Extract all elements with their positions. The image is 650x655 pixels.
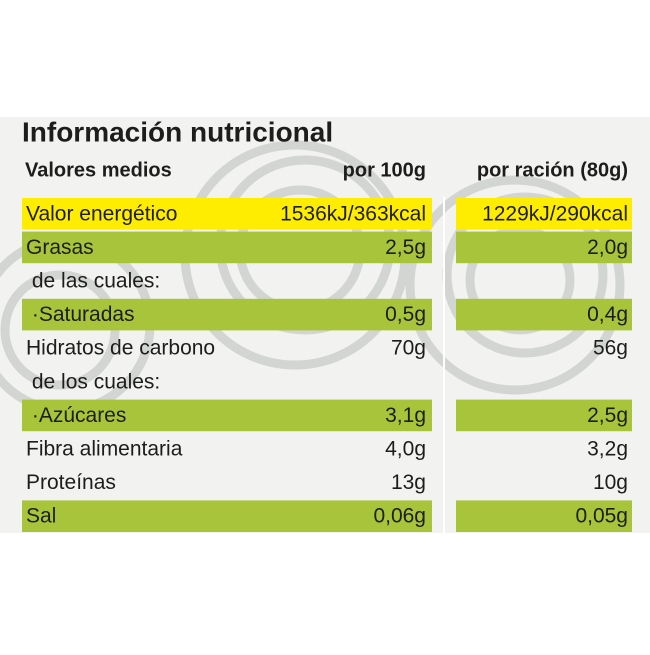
value-per-100g: 4,0g — [385, 438, 426, 461]
value-per-100g: 1536kJ/363kcal — [280, 202, 426, 225]
nutrient-label: de los cuales: — [26, 370, 160, 393]
value-per-serving: 10g — [593, 471, 628, 494]
table-row: Proteínas 13g 10g — [26, 471, 628, 494]
table-row: Sal 0,06g 0,05g — [22, 500, 632, 532]
row-highlight — [22, 399, 432, 432]
value-per-serving: 56g — [593, 337, 628, 360]
value-per-100g: 3,1g — [385, 404, 426, 427]
value-per-100g: 2,5g — [385, 236, 426, 259]
row-highlight — [456, 198, 632, 230]
value-per-serving: 0,4g — [587, 303, 628, 326]
table-row: Valor energético 1536kJ/363kcal 1229kJ/290… — [22, 198, 632, 230]
nutrient-label: de las cuales: — [26, 270, 160, 293]
value-per-serving: 2,0g — [587, 236, 628, 259]
table-row: Grasas 2,5g 2,0g — [22, 231, 632, 264]
nutrient-label: ·Azúcares — [26, 404, 126, 427]
value-per-100g: 0,5g — [385, 303, 426, 326]
nutrient-label: Proteínas — [26, 471, 116, 494]
value-per-serving: 0,05g — [575, 505, 628, 528]
table-row: Fibra alimentaria 4,0g 3,2g — [26, 438, 628, 461]
value-per-100g: 0,06g — [373, 505, 426, 528]
row-highlight — [456, 500, 632, 532]
row-highlight — [22, 298, 432, 331]
value-per-serving: 3,2g — [587, 438, 628, 461]
nutrient-label: Hidratos de carbono — [26, 337, 215, 360]
row-highlight — [456, 399, 632, 432]
title: Información nutricional — [22, 116, 333, 147]
value-per-serving: 2,5g — [587, 404, 628, 427]
table-row: ·Azúcares 3,1g 2,5g — [22, 399, 632, 432]
value-per-serving: 1229kJ/290kcal — [482, 202, 628, 225]
row-highlight — [456, 231, 632, 264]
value-per-100g: 70g — [391, 337, 426, 360]
nutrient-label: ·Saturadas — [26, 303, 135, 326]
row-highlight — [22, 231, 432, 264]
column-header: Valores medios — [25, 159, 172, 181]
value-per-100g: 13g — [391, 471, 426, 494]
table-row: de los cuales: — [26, 370, 160, 393]
table-row: de las cuales: — [26, 270, 160, 293]
table-row: ·Saturadas 0,5g 0,4g — [22, 298, 632, 331]
row-highlight — [456, 298, 632, 331]
nutrient-label: Fibra alimentaria — [26, 438, 183, 461]
row-highlight — [22, 500, 432, 532]
row-highlight — [22, 198, 432, 230]
nutrient-label: Grasas — [26, 236, 94, 259]
column-header: por ración (80g) — [477, 159, 628, 181]
table-row: Hidratos de carbono 70g 56g — [26, 337, 628, 360]
column-header: por 100g — [343, 159, 426, 181]
nutrient-label: Valor energético — [26, 202, 177, 225]
nutrient-label: Sal — [26, 505, 56, 528]
